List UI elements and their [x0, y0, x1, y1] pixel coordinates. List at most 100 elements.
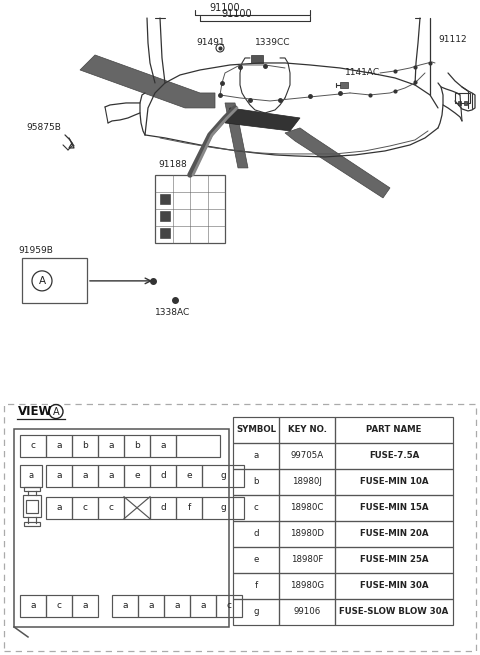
Bar	[279, 599, 335, 625]
Text: 1338AC: 1338AC	[155, 309, 190, 318]
Bar	[233, 469, 279, 495]
Bar	[26, 500, 38, 513]
Text: e: e	[134, 471, 140, 480]
Bar	[46, 464, 72, 487]
Bar	[176, 435, 220, 457]
Text: g: g	[220, 471, 226, 480]
Bar	[176, 496, 202, 519]
Bar	[150, 464, 176, 487]
Bar	[20, 435, 46, 457]
Bar	[98, 435, 124, 457]
Bar	[72, 464, 98, 487]
Text: 95875B: 95875B	[26, 123, 61, 132]
Bar	[112, 595, 138, 617]
Bar	[335, 443, 453, 469]
Bar	[335, 417, 453, 443]
Polygon shape	[80, 55, 215, 108]
Text: KEY NO.: KEY NO.	[288, 425, 326, 434]
Text: 99106: 99106	[293, 607, 321, 616]
Bar	[72, 496, 98, 519]
Bar	[279, 469, 335, 495]
Text: a: a	[174, 601, 180, 610]
Bar	[176, 464, 202, 487]
Bar	[464, 101, 467, 105]
Bar	[14, 428, 229, 627]
Bar	[190, 595, 216, 617]
Text: a: a	[108, 441, 114, 450]
Bar	[233, 521, 279, 547]
Bar	[233, 417, 279, 443]
Bar	[202, 464, 244, 487]
Bar	[335, 573, 453, 599]
Text: 18980D: 18980D	[290, 529, 324, 538]
Text: 1141AC: 1141AC	[345, 69, 380, 77]
Text: a: a	[56, 471, 62, 480]
Text: a: a	[148, 601, 154, 610]
Polygon shape	[225, 108, 300, 131]
Bar	[233, 573, 279, 599]
Text: a: a	[30, 601, 36, 610]
Text: a: a	[56, 503, 62, 512]
Bar	[251, 55, 263, 63]
Bar	[124, 464, 150, 487]
Bar	[202, 496, 244, 519]
Bar	[22, 258, 87, 303]
Text: FUSE-SLOW BLOW 30A: FUSE-SLOW BLOW 30A	[339, 607, 449, 616]
Bar	[160, 194, 170, 204]
Text: 18980G: 18980G	[290, 582, 324, 590]
Text: FUSE-MIN 25A: FUSE-MIN 25A	[360, 555, 428, 565]
Text: 18980F: 18980F	[291, 555, 323, 565]
Text: a: a	[200, 601, 206, 610]
Text: a: a	[56, 441, 62, 450]
Bar	[279, 521, 335, 547]
Bar	[279, 417, 335, 443]
Text: c: c	[108, 503, 113, 512]
Text: a: a	[82, 601, 88, 610]
Text: f: f	[254, 582, 258, 590]
Text: c: c	[227, 601, 231, 610]
Text: 91188: 91188	[158, 160, 187, 170]
Text: PART NAME: PART NAME	[366, 425, 422, 434]
Text: c: c	[57, 601, 61, 610]
Text: FUSE-MIN 15A: FUSE-MIN 15A	[360, 503, 428, 512]
Text: SYMBOL: SYMBOL	[236, 425, 276, 434]
Text: c: c	[253, 503, 258, 512]
Text: VIEW: VIEW	[18, 405, 52, 418]
Bar	[335, 547, 453, 573]
Text: 91491: 91491	[196, 39, 225, 47]
Text: 18980C: 18980C	[290, 503, 324, 512]
Text: FUSE-MIN 20A: FUSE-MIN 20A	[360, 529, 428, 538]
Bar	[46, 435, 72, 457]
Bar	[72, 595, 98, 617]
Bar	[340, 82, 348, 88]
Bar	[124, 496, 150, 519]
Bar	[164, 595, 190, 617]
Text: e: e	[253, 555, 259, 565]
Bar	[233, 443, 279, 469]
Text: a: a	[253, 451, 259, 460]
Text: 18980J: 18980J	[292, 477, 322, 486]
Bar	[155, 175, 225, 243]
Polygon shape	[285, 128, 390, 198]
Bar	[233, 599, 279, 625]
Text: d: d	[160, 471, 166, 480]
Text: FUSE-7.5A: FUSE-7.5A	[369, 451, 419, 460]
Text: a: a	[82, 471, 88, 480]
Bar	[160, 228, 170, 238]
Text: e: e	[186, 471, 192, 480]
Bar	[138, 595, 164, 617]
Bar	[72, 435, 98, 457]
Bar	[150, 435, 176, 457]
Polygon shape	[225, 103, 248, 168]
Bar	[279, 443, 335, 469]
Bar	[335, 521, 453, 547]
Text: A: A	[38, 276, 46, 286]
Text: FUSE-MIN 30A: FUSE-MIN 30A	[360, 582, 428, 590]
Text: f: f	[187, 503, 191, 512]
Text: 1339CC: 1339CC	[255, 39, 290, 47]
Bar	[335, 495, 453, 521]
Text: b: b	[134, 441, 140, 450]
Bar	[46, 595, 72, 617]
Bar	[46, 496, 72, 519]
Text: a: a	[160, 441, 166, 450]
